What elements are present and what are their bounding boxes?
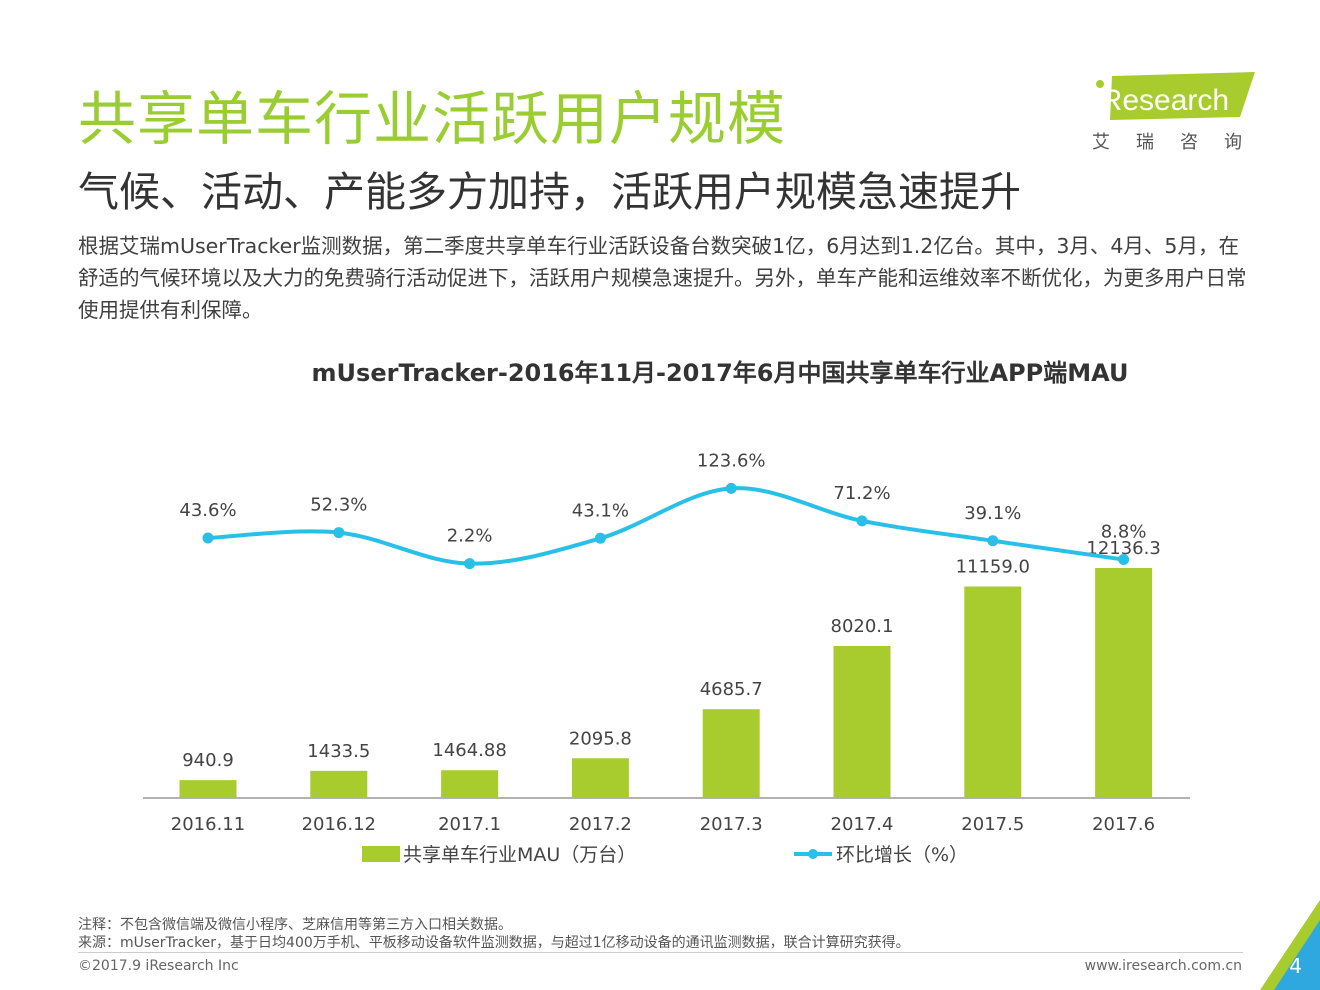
x-tick-2016.11: 2016.11 [171,814,245,835]
bar-2017.6 [1095,568,1153,798]
x-tick-2017.3: 2017.3 [700,814,763,835]
line-label-2016.12: 52.3% [310,495,367,516]
line-label-2017.5: 39.1% [964,503,1021,524]
line-point-2017.6 [1118,554,1130,566]
x-tick-2017.2: 2017.2 [569,814,632,835]
line-label-2017.1: 2.2% [447,526,493,547]
line-point-2017.5 [987,535,999,547]
page-subtitle: 气候、活动、产能多方加持，活跃用户规模急速提升 [78,168,1021,216]
bar-2017.2 [571,758,629,798]
x-tick-2016.12: 2016.12 [302,814,376,835]
bar-label-2017.6: 12136.3 [1086,538,1160,559]
line-label-2017.4: 71.2% [833,483,890,504]
bar-label-2017.4: 8020.1 [831,616,894,637]
line-point-2017.3 [725,482,737,494]
bar-2016.12 [310,770,368,798]
x-tick-2017.1: 2017.1 [438,814,501,835]
bar-2017.3 [702,709,760,798]
bar-label-2017.2: 2095.8 [569,728,632,749]
legend-line-marker [808,849,818,859]
chart-title: mUserTracker-2016年11月-2017年6月中国共享单车行业APP… [312,359,1129,387]
copyright: ©2017.9 iResearch Inc [78,958,239,974]
line-label-2017.3: 123.6% [697,450,766,471]
footer-note: 注释：不包含微信端及微信小程序、芝麻信用等第三方入口相关数据。 [78,917,512,933]
line-label-2017.2: 43.1% [572,500,629,521]
line-label-2016.11: 43.6% [179,500,236,521]
logo-chinese-name: 艾瑞咨询 [1092,132,1268,153]
logo-brand: iResearch [1094,84,1229,117]
page-title: 共享单车行业活跃用户规模 [78,85,787,153]
description-paragraph: 根据艾瑞mUserTracker监测数据，第二季度共享单车行业活跃设备台数突破1… [78,234,1247,322]
bar-2016.11 [179,780,237,798]
line-point-2017.1 [464,558,476,570]
bar-2017.4 [833,646,891,798]
bar-label-2016.12: 1433.5 [307,741,370,762]
bar-label-2017.1: 1464.88 [432,740,506,761]
line-point-2016.11 [202,532,214,544]
page-number: 4 [1289,954,1302,978]
line-label-2017.6: 8.8% [1101,522,1147,543]
x-tick-2017.6: 2017.6 [1092,814,1155,835]
footer-divider [78,952,1243,953]
legend-line-label: 环比增长（%） [836,844,968,866]
line-point-2016.12 [333,527,345,539]
bar-2017.5 [964,586,1022,798]
corner-decoration [1260,900,1320,990]
line-point-2017.2 [594,532,606,544]
line-point-2017.4 [856,515,868,527]
bar-label-2016.11: 940.9 [182,750,234,771]
bar-label-2017.3: 4685.7 [700,679,763,700]
growth-line [207,486,1124,566]
x-tick-2017.4: 2017.4 [831,814,894,835]
mau-chart: mUserTracker-2016年11月-2017年6月中国共享单车行业APP… [143,359,1190,866]
bar-label-2017.5: 11159.0 [956,557,1030,578]
footer-source: 来源：mUserTracker，基于日均400万手机、平板移动设备软件监测数据，… [78,935,910,951]
website-link[interactable]: www.iresearch.com.cn [1084,958,1242,974]
legend-bar-label: 共享单车行业MAU（万台） [403,844,636,866]
x-tick-2017.5: 2017.5 [961,814,1024,835]
bar-2017.1 [441,770,499,798]
iresearch-logo: iResearch [1094,72,1255,120]
legend-bar-swatch [362,846,400,862]
